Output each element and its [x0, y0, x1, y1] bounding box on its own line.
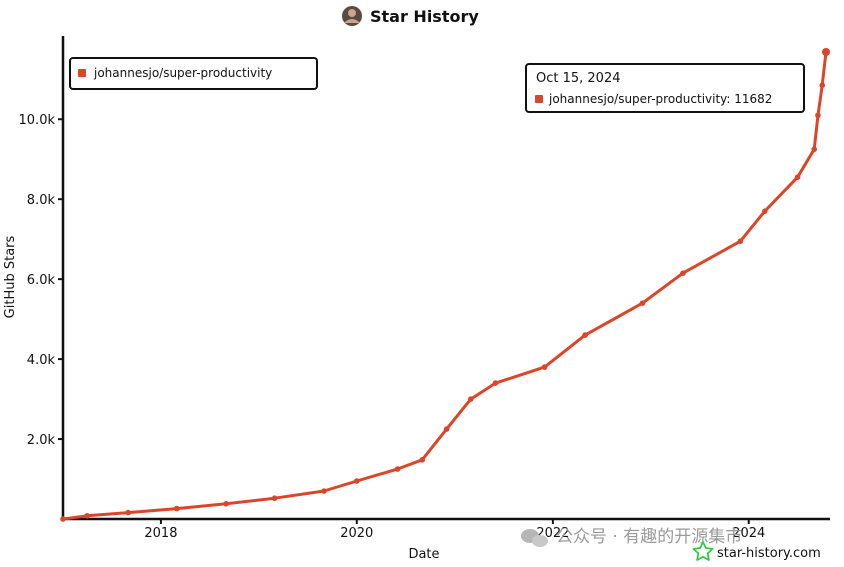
series-point [639, 300, 646, 306]
series-point [60, 516, 66, 522]
series-point [467, 396, 474, 402]
tooltip-label: johannesjo/super-productivity: 11682 [548, 92, 772, 106]
series-point [815, 112, 821, 119]
y-axis-ticks: 2.0k 4.0k 6.0k 8.0k 10.0k [19, 113, 63, 448]
series-point [680, 270, 686, 276]
y-tick-label: 10.0k [19, 113, 56, 128]
star-icon [692, 541, 714, 561]
series-point [582, 332, 588, 338]
y-axis-title: GitHub Stars [3, 235, 18, 318]
series-point [822, 48, 830, 56]
legend: johannesjo/super-productivity [69, 57, 318, 90]
x-tick-label: 2020 [340, 526, 373, 541]
legend-label: johannesjo/super-productivity [93, 66, 272, 80]
legend-box [69, 57, 318, 90]
series-point [819, 82, 826, 89]
series-point [541, 364, 548, 370]
legend-swatch [78, 69, 86, 77]
chart-title-group: Star History [342, 6, 479, 26]
tooltip-box [525, 63, 805, 113]
brand-text: star-history.com [717, 546, 821, 561]
avatar [342, 6, 362, 26]
x-axis-title: Date [408, 547, 439, 562]
series-point [84, 513, 90, 519]
series-point [173, 505, 180, 512]
y-tick-label: 2.0k [27, 433, 56, 448]
series-point [353, 478, 360, 484]
series-point [794, 174, 801, 181]
y-tick-label: 6.0k [27, 273, 56, 288]
brand-link[interactable]: star-history.com [692, 541, 821, 561]
series-point [321, 488, 327, 494]
x-tick-label: 2024 [732, 526, 765, 541]
x-axis-ticks: 2018 2020 2022 2024 [144, 519, 765, 541]
series-point [811, 146, 817, 153]
x-tick-label: 2018 [144, 526, 177, 541]
tooltip-date: Oct 15, 2024 [536, 71, 621, 86]
series-point [394, 466, 401, 472]
watermark: 公众号 · 有趣的开源集市 [521, 527, 742, 547]
series-point [419, 457, 426, 463]
y-tick-label: 8.0k [27, 193, 56, 208]
y-tick-label: 4.0k [27, 353, 56, 368]
series-point [271, 495, 278, 502]
series-point [443, 426, 450, 432]
chart-title: Star History [370, 7, 479, 26]
tooltip-swatch [535, 95, 543, 103]
series-point [492, 380, 499, 386]
series-points [60, 48, 830, 522]
series-point [762, 208, 768, 214]
tooltip: Oct 15, 2024 johannesjo/super-productivi… [525, 63, 805, 113]
wechat-icon [521, 529, 548, 547]
series-point [737, 238, 744, 244]
series-point [125, 509, 131, 516]
watermark-text: 公众号 · 有趣的开源集市 [556, 527, 742, 547]
series-line [61, 50, 828, 521]
series-point [223, 501, 229, 507]
